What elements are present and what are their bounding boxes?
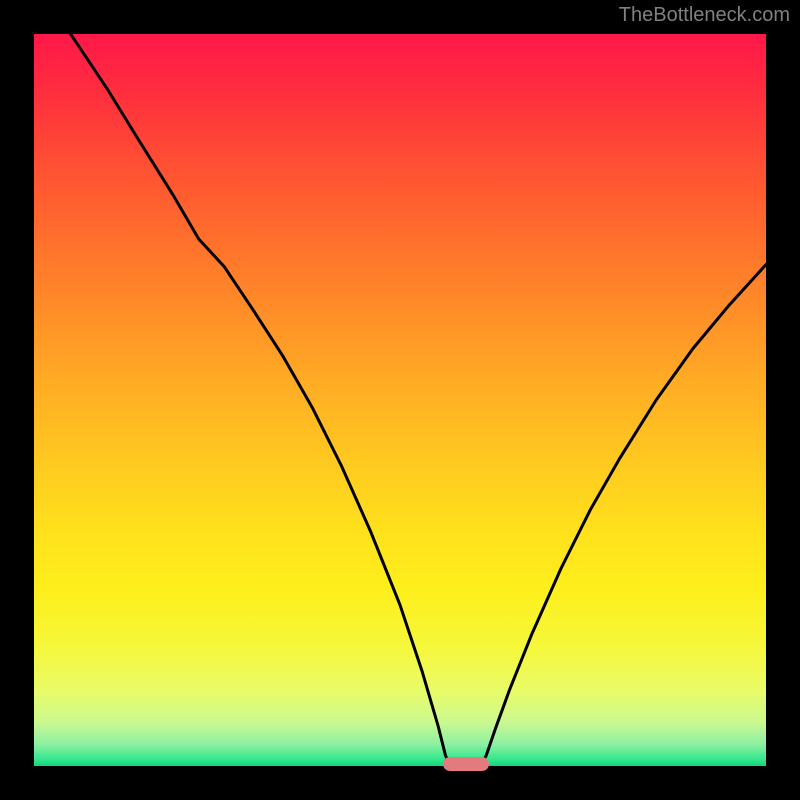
plot-frame [34, 34, 766, 766]
bottleneck-curve [34, 34, 766, 766]
chart-container: TheBottleneck.com [0, 0, 800, 800]
optimal-range-marker [443, 757, 489, 771]
watermark-text: TheBottleneck.com [619, 4, 790, 27]
